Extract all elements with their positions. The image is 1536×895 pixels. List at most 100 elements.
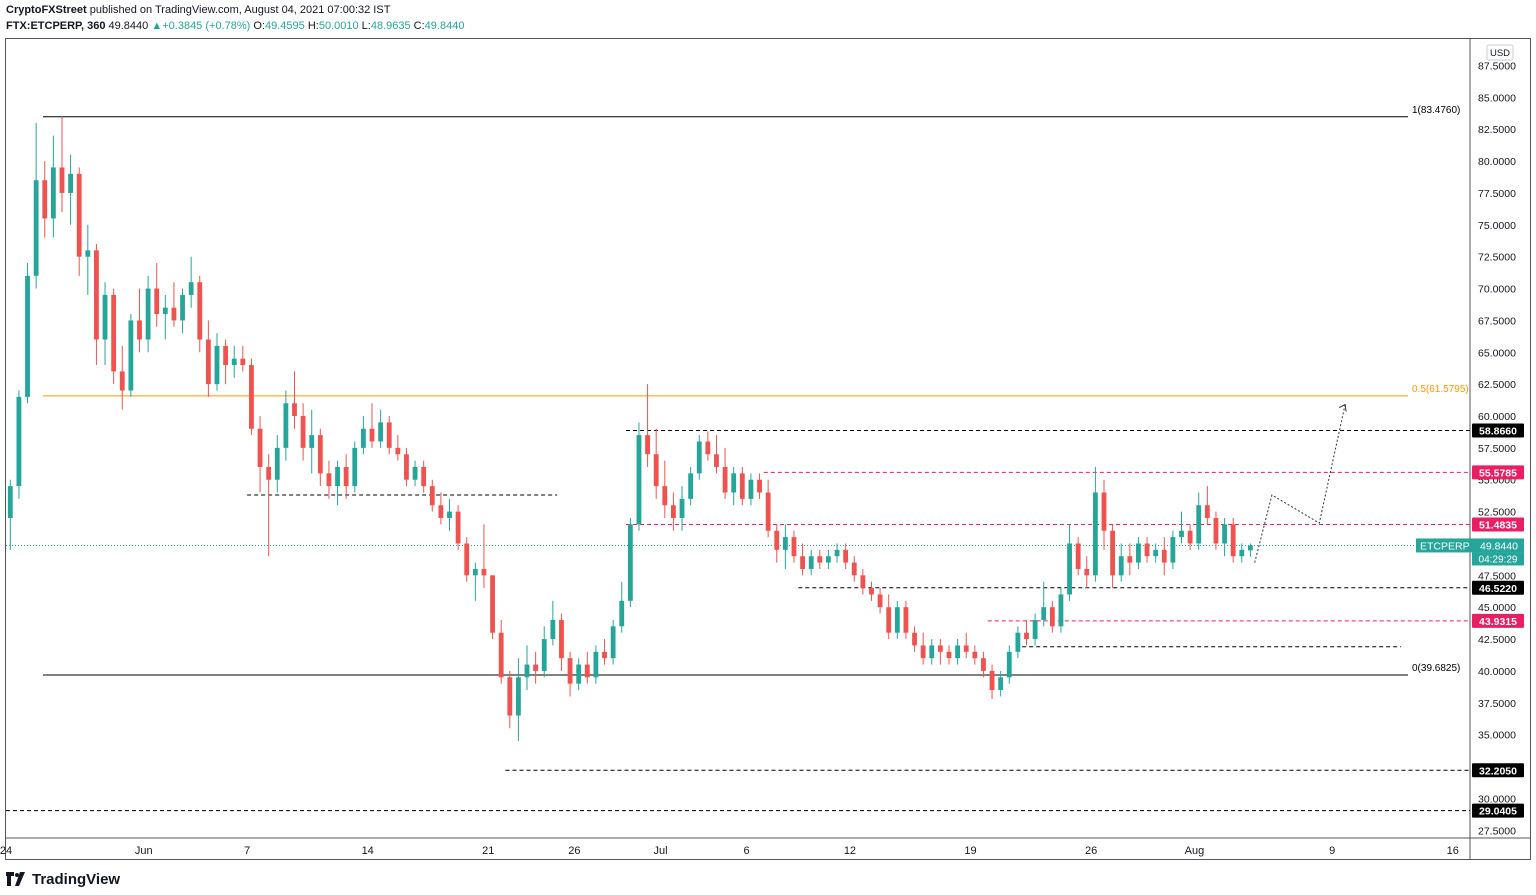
candle-body xyxy=(1153,549,1159,557)
candle-body xyxy=(317,435,323,474)
low-value: 48.9635 xyxy=(370,20,411,32)
projection-path xyxy=(1254,403,1347,563)
level-price-text: 32.2050 xyxy=(1479,765,1517,777)
candle-body xyxy=(205,339,211,385)
candle-body xyxy=(335,466,340,487)
candle-body xyxy=(1067,543,1072,595)
price-tick-label: 62.5000 xyxy=(1478,379,1516,391)
price-tick-label: 82.5000 xyxy=(1478,124,1516,136)
price-axis-separator xyxy=(6,39,1531,860)
open-value: 49.4595 xyxy=(265,20,305,32)
price-tick-label: 52.5000 xyxy=(1478,507,1516,519)
candle-body xyxy=(619,600,625,627)
candle-body xyxy=(826,556,831,563)
candle-body xyxy=(33,180,39,276)
candle-body xyxy=(937,645,943,652)
candle-body xyxy=(386,422,392,448)
candle-body xyxy=(455,511,461,544)
price-tick-label: 30.0000 xyxy=(1478,793,1516,805)
candle-body xyxy=(576,664,582,684)
candle-body xyxy=(197,282,203,340)
time-tick-label: 14 xyxy=(362,845,374,857)
brand-name: TradingView xyxy=(32,870,121,888)
time-tick-label: 26 xyxy=(1085,845,1097,857)
countdown-tag xyxy=(1472,552,1524,566)
candle-body xyxy=(119,371,125,391)
tradingview-logo-icon xyxy=(6,872,25,886)
candle-body xyxy=(231,358,237,366)
candle-body xyxy=(1032,619,1038,640)
price-tick-label: 70.0000 xyxy=(1478,284,1516,296)
candle-body xyxy=(507,677,513,716)
publisher-name[interactable]: CryptoFXStreet xyxy=(6,4,87,16)
time-tick-label: 16 xyxy=(1447,845,1459,857)
fib-level-label: 1(83.4760) xyxy=(1412,105,1460,116)
last-price-tag xyxy=(1416,538,1524,553)
price-tick-label: 77.5000 xyxy=(1478,188,1516,200)
price-tick-label: 57.5000 xyxy=(1478,443,1516,455)
candle-body xyxy=(171,307,177,321)
candle-body xyxy=(180,294,185,321)
time-tick-label: Aug xyxy=(1185,845,1205,857)
candle-body xyxy=(464,543,470,576)
candle-body xyxy=(782,537,788,550)
close-label: C: xyxy=(413,20,425,32)
candle-body xyxy=(955,645,961,659)
last-price: 49.8440 xyxy=(108,20,149,32)
level-price-tag xyxy=(1472,423,1524,438)
time-tick-label: 9 xyxy=(1329,845,1335,857)
high-label: H: xyxy=(307,20,319,32)
candle-body xyxy=(533,664,539,671)
candle-body xyxy=(266,466,272,480)
level-price-tag xyxy=(1472,465,1524,480)
level-price-text: 51.4835 xyxy=(1479,520,1517,532)
candle-body xyxy=(920,645,926,659)
price-tick-label: 27.5000 xyxy=(1478,825,1516,837)
candle-body xyxy=(1015,632,1021,652)
candle-body xyxy=(481,568,487,576)
price-tick-label: 42.5000 xyxy=(1478,634,1516,646)
candle-body xyxy=(1196,505,1202,544)
candle-body xyxy=(1118,556,1124,576)
candle-body xyxy=(137,320,142,340)
candle-body xyxy=(981,658,986,671)
price-tick-label: 80.0000 xyxy=(1478,156,1516,168)
price-tick-label: 37.5000 xyxy=(1478,698,1516,710)
candle-body xyxy=(791,537,797,557)
candle-body xyxy=(85,250,91,257)
level-price-text: 58.8660 xyxy=(1479,425,1517,437)
candle-body xyxy=(1144,543,1150,557)
currency-box xyxy=(1486,44,1514,61)
candle-body xyxy=(343,466,349,487)
candle-body xyxy=(214,345,220,385)
candle-body xyxy=(739,473,745,499)
candle-body xyxy=(834,549,840,557)
horizontal-levels: 1(83.4760) 0.5(61.5795) 0(39.6825) xyxy=(6,105,1470,812)
candle-body xyxy=(292,403,297,417)
candle-body xyxy=(671,505,676,518)
candle-body xyxy=(360,428,366,448)
price-tick-label: 67.5000 xyxy=(1478,315,1516,327)
candle-body xyxy=(800,556,805,569)
time-tick-label: 24 xyxy=(0,845,12,857)
candle-body xyxy=(1092,492,1098,576)
candle-body xyxy=(154,288,160,315)
footer-brand[interactable]: TradingView xyxy=(6,867,120,891)
candle-body xyxy=(610,626,616,659)
price-tick-label: 72.5000 xyxy=(1478,252,1516,264)
candle-body xyxy=(25,275,30,397)
candle-body xyxy=(1213,517,1219,544)
level-price-tag xyxy=(1472,517,1524,532)
candle-body xyxy=(1041,607,1047,620)
candle-body xyxy=(1049,607,1055,627)
candle-body xyxy=(869,588,874,595)
candle-body xyxy=(429,486,435,506)
candle-body xyxy=(757,479,762,493)
candle-body xyxy=(593,651,599,678)
chart-frame[interactable] xyxy=(5,38,1531,860)
candle-body xyxy=(395,447,401,455)
candle-body xyxy=(912,632,917,646)
level-price-tag xyxy=(1472,763,1524,778)
ohlc-line: FTX:ETCPERP, 360 49.8440 ▲+0.3845 (+0.78… xyxy=(6,18,464,34)
